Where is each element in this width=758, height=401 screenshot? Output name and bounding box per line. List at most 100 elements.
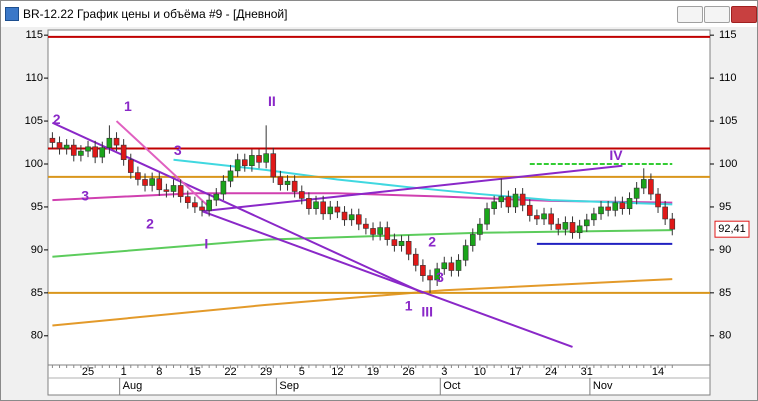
candle-body xyxy=(384,227,391,240)
candle-body xyxy=(291,180,298,192)
candle-body xyxy=(163,189,170,192)
candle-body xyxy=(270,153,277,178)
y-tick-label: 95 xyxy=(31,201,43,213)
candle-body xyxy=(213,193,220,201)
candle-body xyxy=(234,159,241,172)
candle-body xyxy=(355,214,362,225)
candle-body xyxy=(127,159,134,173)
candle-body xyxy=(619,202,626,209)
y-tick-label: 85 xyxy=(31,287,43,299)
candle-body xyxy=(192,202,198,208)
y-tick-label-right: 115 xyxy=(719,29,737,41)
candle-body xyxy=(177,185,184,197)
wave-label: 3 xyxy=(81,187,89,203)
candle-body xyxy=(220,180,227,195)
candle-body xyxy=(534,215,540,220)
minimize-button[interactable] xyxy=(677,6,703,23)
month-label: Aug xyxy=(123,380,143,392)
candle-body xyxy=(405,241,412,255)
candle-body xyxy=(263,153,269,163)
candle-body xyxy=(256,155,262,163)
x-axis-area xyxy=(47,364,711,396)
trend-line xyxy=(115,120,210,208)
x-tick-label: 29 xyxy=(260,366,272,378)
candle-body xyxy=(298,191,305,199)
candle-body xyxy=(142,179,148,186)
candle-body xyxy=(591,213,597,221)
candle-body xyxy=(605,206,611,211)
plot-area xyxy=(47,29,711,366)
y-tick-label-right: 90 xyxy=(719,244,731,256)
x-tick-label: 3 xyxy=(441,366,447,378)
candle-body xyxy=(363,223,369,229)
indicator-line xyxy=(52,278,673,327)
x-tick-label: 25 xyxy=(82,366,94,378)
wave-label: IV xyxy=(609,147,623,163)
candle-body xyxy=(420,265,426,276)
x-tick-label: 26 xyxy=(403,366,415,378)
x-tick-label: 1 xyxy=(121,366,127,378)
x-tick-label: 8 xyxy=(156,366,162,378)
candle-body xyxy=(277,176,284,185)
candle-body xyxy=(56,142,63,149)
candle-body xyxy=(669,218,676,230)
wave-label: 3 xyxy=(436,269,444,285)
candle-body xyxy=(327,206,334,215)
wave-label: 1 xyxy=(405,297,413,313)
close-button[interactable] xyxy=(731,6,757,23)
candle-body xyxy=(526,204,533,216)
y-tick-label-right: 80 xyxy=(719,330,731,342)
x-tick-label: 19 xyxy=(367,366,379,378)
last-price-box xyxy=(714,220,750,238)
candle-body xyxy=(640,179,647,189)
candle-body xyxy=(427,275,433,281)
wave-label: 2 xyxy=(428,234,436,250)
y-tick-label-right: 110 xyxy=(719,72,737,84)
candle-body xyxy=(491,201,497,209)
candle-body xyxy=(78,150,84,156)
candle-body xyxy=(156,178,163,191)
candle-body xyxy=(49,137,56,143)
candle-body xyxy=(113,137,120,146)
candle-body xyxy=(626,198,633,209)
x-tick-label: 22 xyxy=(224,366,236,378)
candle-body xyxy=(334,206,341,213)
candle-body xyxy=(241,159,248,167)
month-label: Sep xyxy=(279,380,299,392)
wave-label: 1 xyxy=(124,98,132,114)
trend-line xyxy=(201,164,623,213)
candle-body xyxy=(120,144,127,161)
candle-body xyxy=(448,262,455,271)
x-tick-label: 24 xyxy=(545,366,557,378)
candle-body xyxy=(377,227,383,235)
candle-body xyxy=(370,228,376,235)
y-tick-label-right: 85 xyxy=(719,287,731,299)
y-tick-label: 90 xyxy=(31,244,43,256)
wave-label: I xyxy=(204,235,208,251)
candle-body xyxy=(569,222,576,234)
candle-body xyxy=(63,144,70,149)
candle-body xyxy=(320,201,326,215)
candle-body xyxy=(170,185,177,192)
maximize-button[interactable] xyxy=(704,6,730,23)
candle-body xyxy=(455,259,462,271)
x-tick-label: 12 xyxy=(331,366,343,378)
candle-body xyxy=(284,180,291,185)
candle-body xyxy=(184,196,191,203)
candle-body xyxy=(149,178,155,186)
y-tick-label: 110 xyxy=(25,72,43,84)
candle-body xyxy=(313,201,319,209)
candle-body xyxy=(434,268,440,281)
x-tick-label: 15 xyxy=(189,366,201,378)
month-label: Oct xyxy=(443,380,460,392)
candle-body xyxy=(391,239,398,246)
candle-body xyxy=(505,196,512,208)
x-tick-label: 17 xyxy=(509,366,521,378)
candle-body xyxy=(227,170,234,182)
candle-body xyxy=(519,193,526,206)
candle-body xyxy=(477,223,483,235)
y-tick-label: 105 xyxy=(25,115,43,127)
candle-body xyxy=(249,155,255,167)
candle-body xyxy=(462,245,469,261)
candle-body xyxy=(92,146,98,158)
